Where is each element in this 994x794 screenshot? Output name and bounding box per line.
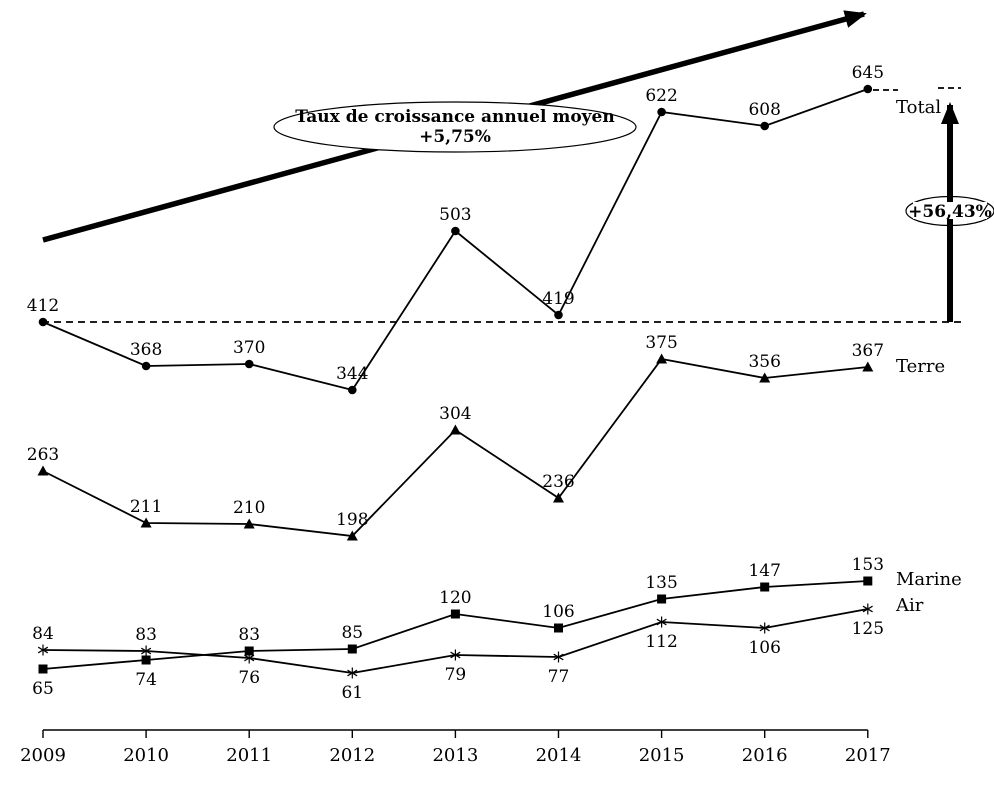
data-label: 412 [27, 296, 59, 316]
data-point-marker [759, 624, 770, 632]
x-axis-year-label: 2009 [20, 745, 66, 766]
data-point-marker [450, 609, 460, 619]
data-label: 84 [32, 624, 54, 644]
data-label: 74 [135, 670, 157, 690]
data-label: 120 [439, 588, 471, 608]
data-label: 370 [233, 338, 265, 358]
data-label: 211 [130, 497, 162, 517]
x-axis-year-label: 2014 [536, 745, 582, 766]
data-point-marker [553, 492, 564, 503]
data-label: 356 [748, 352, 780, 372]
growth-ellipse-label-line2: +5,75% [419, 127, 491, 147]
series-end-label-air: Air [895, 595, 924, 616]
data-point-marker [863, 84, 873, 94]
data-point-marker [37, 465, 49, 476]
data-label: 645 [852, 63, 884, 83]
x-axis-year-label: 2017 [845, 745, 891, 766]
series-air [37, 603, 873, 679]
data-point-marker [450, 651, 461, 659]
data-label: 368 [130, 340, 162, 360]
data-label: 83 [238, 625, 260, 645]
data-label: 304 [439, 404, 471, 424]
x-axis-year-label: 2016 [742, 745, 788, 766]
x-axis-year-label: 2012 [329, 745, 375, 766]
data-label: 210 [233, 498, 265, 518]
increase-label: +56,43% [908, 202, 992, 222]
data-label: 236 [542, 472, 574, 492]
growth-ellipse-label-line1: Taux de croissance annuel moyen [295, 107, 614, 127]
data-label: 263 [27, 445, 59, 465]
data-label: 367 [852, 341, 884, 361]
data-label: 135 [645, 573, 677, 593]
series-line [42, 608, 868, 674]
data-point-marker [451, 226, 460, 236]
series-line [42, 358, 868, 537]
series-total [38, 84, 873, 395]
data-label: 106 [748, 638, 780, 658]
x-axis-year-label: 2011 [226, 745, 272, 766]
data-point-marker [140, 517, 152, 528]
data-label: 125 [852, 619, 884, 639]
data-point-marker [760, 121, 769, 131]
data-label: 147 [748, 561, 780, 581]
data-point-marker [862, 605, 873, 613]
data-point-marker [347, 669, 358, 677]
x-axis [42, 729, 869, 738]
x-axis-year-label: 2010 [123, 745, 169, 766]
data-point-marker [862, 361, 874, 372]
data-point-marker [244, 646, 254, 656]
data-label: 106 [542, 602, 574, 622]
data-point-marker [863, 576, 873, 586]
data-point-marker [347, 644, 357, 654]
series-end-label-terre: Terre [896, 356, 945, 377]
data-label: 79 [445, 665, 467, 685]
data-label: 608 [748, 100, 780, 120]
data-point-marker [656, 618, 667, 626]
series-end-label-marine: Marine [896, 569, 962, 590]
data-label: 65 [32, 679, 54, 699]
data-label: 503 [439, 205, 471, 225]
data-point-marker [141, 361, 151, 371]
data-label: 375 [645, 333, 677, 353]
series-terre [37, 353, 874, 541]
x-axis-year-label: 2013 [432, 745, 478, 766]
data-point-marker [346, 530, 358, 541]
x-axis-year-label: 2015 [639, 745, 685, 766]
data-point-marker [553, 653, 564, 661]
data-point-marker [656, 353, 668, 364]
data-point-marker [759, 372, 771, 383]
data-label: 76 [238, 668, 260, 688]
data-label: 153 [852, 555, 884, 575]
data-point-marker [38, 317, 48, 327]
data-point-marker [449, 424, 461, 435]
data-point-marker [348, 385, 357, 395]
data-label: 83 [135, 625, 157, 645]
data-point-marker [760, 582, 770, 592]
data-point-marker [243, 518, 255, 529]
data-label: 61 [341, 683, 363, 703]
series-marine [38, 576, 873, 674]
data-point-marker [244, 359, 254, 369]
data-label: 344 [336, 364, 368, 384]
data-label: 419 [542, 289, 574, 309]
data-label: 85 [341, 623, 363, 643]
data-label: 622 [645, 86, 677, 106]
data-point-marker [140, 647, 152, 655]
data-point-marker [141, 655, 151, 665]
data-point-marker [554, 623, 563, 633]
growth-ellipse [273, 101, 637, 153]
data-label: 198 [336, 510, 368, 530]
data-label: 112 [645, 632, 677, 652]
data-point-marker [38, 664, 48, 674]
data-point-marker [554, 310, 563, 320]
data-point-marker [37, 646, 49, 654]
data-point-marker [657, 594, 667, 604]
increase-label-backing [913, 202, 987, 219]
data-label: 77 [548, 667, 570, 687]
data-point-marker [244, 654, 255, 662]
data-point-marker [657, 107, 666, 117]
series-end-label-total: Total [896, 97, 941, 118]
